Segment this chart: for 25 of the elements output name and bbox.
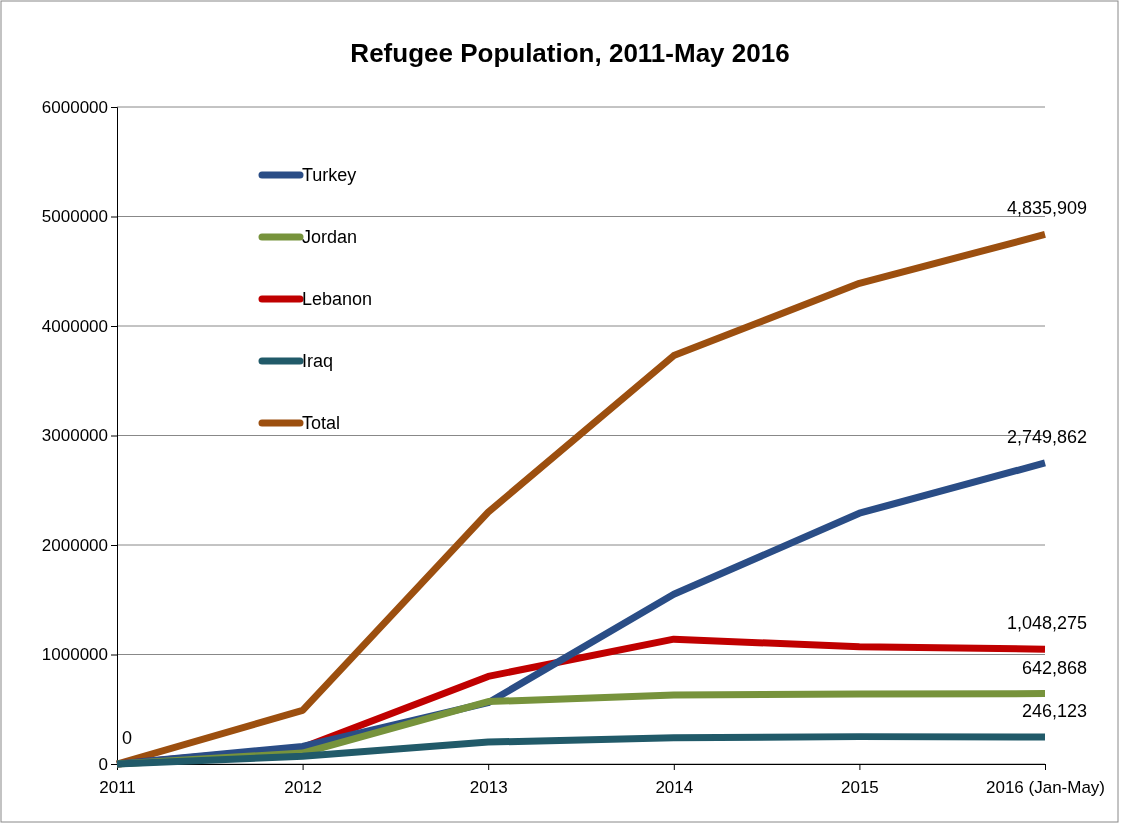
data-label: 246,123 bbox=[1021, 701, 1087, 722]
y-tick-label: 5000000 bbox=[41, 207, 108, 227]
y-tick-label: 2000000 bbox=[41, 535, 108, 555]
data-label: 2,749,862 bbox=[1006, 426, 1087, 447]
data-label: 0 bbox=[122, 728, 133, 748]
x-tick-label: 2015 bbox=[840, 778, 879, 798]
y-tick-label: 1000000 bbox=[41, 645, 108, 665]
y-tick-label: 0 bbox=[98, 754, 108, 774]
legend-label: Jordan bbox=[302, 227, 358, 247]
x-tick-label: 2014 bbox=[655, 778, 694, 798]
data-label: 642,868 bbox=[1021, 657, 1087, 678]
data-label: 4,835,909 bbox=[1006, 198, 1087, 219]
y-tick-label: 3000000 bbox=[41, 426, 108, 446]
x-tick-label: 2013 bbox=[469, 778, 508, 798]
chart-title: Refugee Population, 2011-May 2016 bbox=[350, 38, 790, 68]
legend-label: Iraq bbox=[302, 351, 334, 371]
legend-label: Total bbox=[302, 413, 341, 433]
data-label: 1,048,275 bbox=[1006, 613, 1087, 634]
legend-label: Turkey bbox=[302, 165, 357, 185]
x-tick-label: 2016 (Jan-May) bbox=[985, 778, 1106, 798]
y-tick-label: 6000000 bbox=[41, 97, 108, 117]
y-tick-label: 4000000 bbox=[41, 316, 108, 336]
x-tick-label: 2011 bbox=[99, 778, 136, 798]
legend-label: Lebanon bbox=[302, 289, 373, 309]
x-tick-label: 2012 bbox=[284, 778, 323, 798]
